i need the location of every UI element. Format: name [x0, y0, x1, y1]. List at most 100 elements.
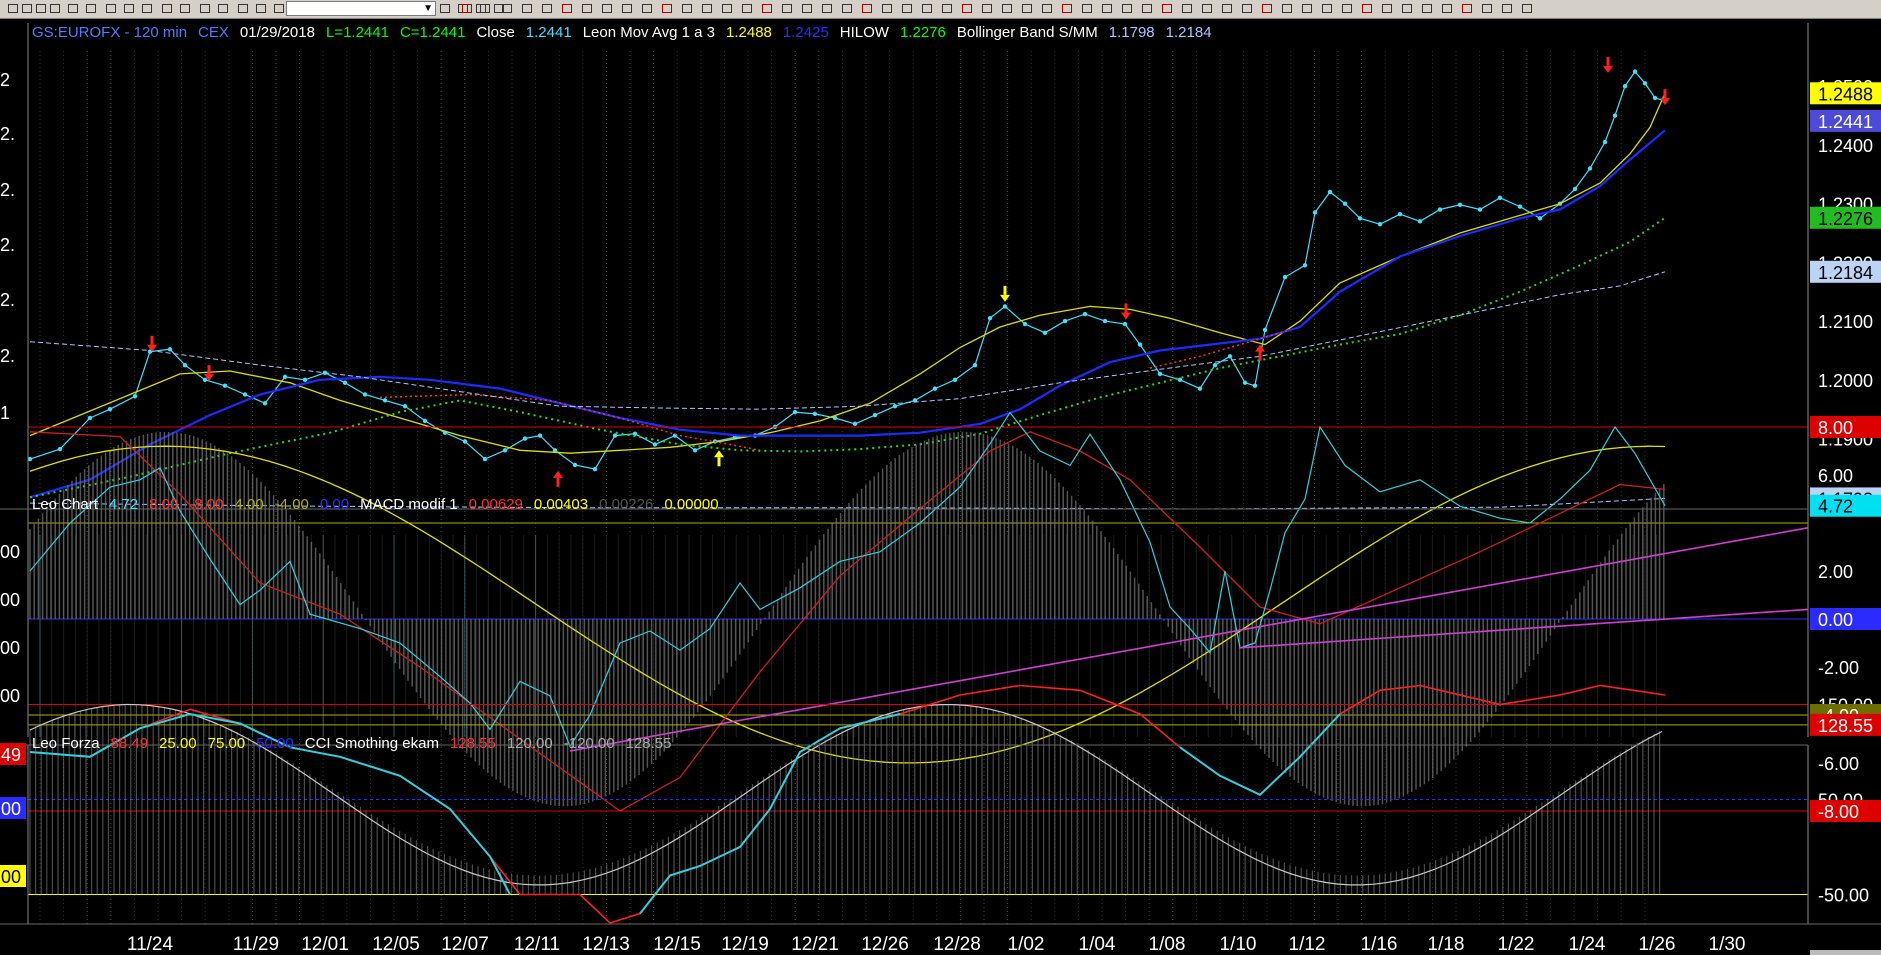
toolbar-tool-icon[interactable] [1280, 2, 1294, 15]
toolbar-tool-icon[interactable] [800, 2, 814, 15]
toolbar-tool-icon[interactable] [980, 2, 994, 15]
toolbar-tool-icon[interactable] [920, 2, 934, 15]
close-point [1497, 195, 1503, 200]
close-point [592, 466, 598, 472]
toolbar-tool-icon[interactable] [1380, 2, 1394, 15]
leo-forza-cyan [639, 713, 901, 915]
close-point [522, 436, 528, 441]
close-point [1122, 321, 1128, 327]
chart-area[interactable]: GS:EUROFX - 120 min CEX 01/29/2018 L=1.2441… [0, 19, 1881, 955]
toolbar-tool-icon[interactable] [1180, 2, 1194, 15]
badge-bg [1810, 260, 1881, 283]
legend-item: 25.00 [159, 735, 197, 752]
toolbar-tool-icon[interactable] [1100, 2, 1114, 15]
toolbar-tool-icon[interactable] [1500, 2, 1514, 15]
zoom-icon[interactable] [160, 2, 174, 15]
lock-icon[interactable] [122, 2, 136, 15]
symbol-combo[interactable]: ▼ [286, 1, 436, 16]
close-point [1227, 354, 1233, 359]
draw-icon[interactable] [236, 2, 250, 15]
toolbar-tool-icon[interactable] [600, 2, 614, 15]
toolbar-tool-icon[interactable] [560, 2, 574, 15]
toolbar-tool-icon[interactable] [1320, 2, 1334, 15]
toolbar-tool-icon[interactable] [1200, 2, 1214, 15]
toolbar-tool-icon[interactable] [760, 2, 774, 15]
toolbar-tool-icon[interactable] [860, 2, 874, 15]
value-badge: -120.00 [1810, 950, 1881, 955]
text-icon[interactable] [492, 2, 506, 15]
hilow-upper-2 [1149, 329, 1291, 369]
close-point [1262, 327, 1268, 333]
toolbar-tool-icon[interactable] [940, 2, 954, 15]
toolbar-tool-icon[interactable] [720, 2, 734, 15]
toolbar-tool-icon[interactable] [1080, 2, 1094, 15]
template-icon[interactable] [84, 2, 98, 15]
toolbar-tool-icon[interactable] [580, 2, 594, 15]
toolbar-tool-icon[interactable] [1160, 2, 1174, 15]
save-icon[interactable] [20, 2, 34, 15]
value-badge: -8.00 [1810, 800, 1881, 822]
crosshair-icon[interactable] [438, 2, 452, 15]
toolbar-tool-icon[interactable] [620, 2, 634, 15]
open-icon[interactable] [6, 2, 20, 15]
print-icon[interactable] [66, 2, 80, 15]
close-point [27, 456, 33, 462]
settings-icon[interactable] [140, 2, 154, 15]
toolbar-tool-icon[interactable] [1060, 2, 1074, 15]
toolbar-tool-icon[interactable] [780, 2, 794, 15]
chevron-down-icon[interactable]: ▼ [423, 3, 433, 14]
copy-icon[interactable] [34, 2, 48, 15]
toolbar-tool-icon[interactable] [1340, 2, 1354, 15]
toolbar-tool-icon[interactable] [1140, 2, 1154, 15]
toolbar-tool-icon[interactable] [660, 2, 674, 15]
folder-icon[interactable] [48, 2, 62, 15]
toolbar-tool-icon[interactable] [1460, 2, 1474, 15]
toolbar-tool-icon[interactable] [460, 2, 474, 15]
toolbar-tool-icon[interactable] [1020, 2, 1034, 15]
toolbar-tool-icon[interactable] [478, 2, 492, 15]
toolbar-tool-icon[interactable] [700, 2, 714, 15]
toolbar-tool-icon[interactable] [1400, 2, 1414, 15]
zoom-in-icon[interactable] [254, 2, 268, 15]
toolbar-tool-icon[interactable] [960, 2, 974, 15]
toolbar-tool-icon[interactable] [820, 2, 834, 15]
toolbar-tool-icon[interactable] [880, 2, 894, 15]
toolbar-tool-icon[interactable] [680, 2, 694, 15]
close-point [1002, 304, 1008, 309]
toolbar-tool-icon[interactable] [1120, 2, 1134, 15]
badge-label: 4.72 [1818, 497, 1853, 517]
toolbar-tool-icon[interactable] [500, 2, 514, 15]
x-tick-label: 1/10 [1220, 934, 1257, 955]
bollinger-upper [29, 271, 1666, 410]
badge-label: 1.2276 [1818, 209, 1873, 229]
toolbar-tool-icon[interactable] [840, 2, 854, 15]
toolbar-tool-icon[interactable] [540, 2, 554, 15]
toolbar-tool-icon[interactable] [1480, 2, 1494, 15]
close-point [1622, 84, 1628, 89]
toolbar-tool-icon[interactable] [740, 2, 754, 15]
legend-item: 1.1798 [1109, 24, 1155, 41]
left-tick-label: 2. [0, 180, 15, 200]
chart-icon[interactable] [216, 2, 230, 15]
toolbar-tool-icon[interactable] [1240, 2, 1254, 15]
toolbar-tool-icon[interactable] [1440, 2, 1454, 15]
zoom-out-icon[interactable] [272, 2, 286, 15]
toolbar-tool-icon[interactable] [1420, 2, 1434, 15]
toolbar-tool-icon[interactable] [1000, 2, 1014, 15]
toolbar-tool-icon[interactable] [520, 2, 534, 15]
buy-arrow-icon [1255, 344, 1265, 361]
toolbar-tool-icon[interactable] [1360, 2, 1374, 15]
toolbar-tool-icon[interactable] [1220, 2, 1234, 15]
x-tick-label: 12/11 [514, 934, 560, 955]
toolbar-tool-icon[interactable] [1520, 2, 1534, 15]
list-icon[interactable] [178, 2, 192, 15]
toolbar-tool-icon[interactable] [1300, 2, 1314, 15]
layout-icon[interactable] [104, 2, 118, 15]
toolbar-tool-icon[interactable] [1260, 2, 1274, 15]
table-icon[interactable] [198, 2, 212, 15]
toolbar-tool-icon[interactable] [1040, 2, 1054, 15]
toolbar-tool-icon[interactable] [640, 2, 654, 15]
toolbar-tool-icon[interactable] [900, 2, 914, 15]
badge-label: 8.00 [1818, 418, 1853, 438]
y-axis: 1.25001.24001.23001.22001.21001.20001.19… [1810, 77, 1881, 955]
